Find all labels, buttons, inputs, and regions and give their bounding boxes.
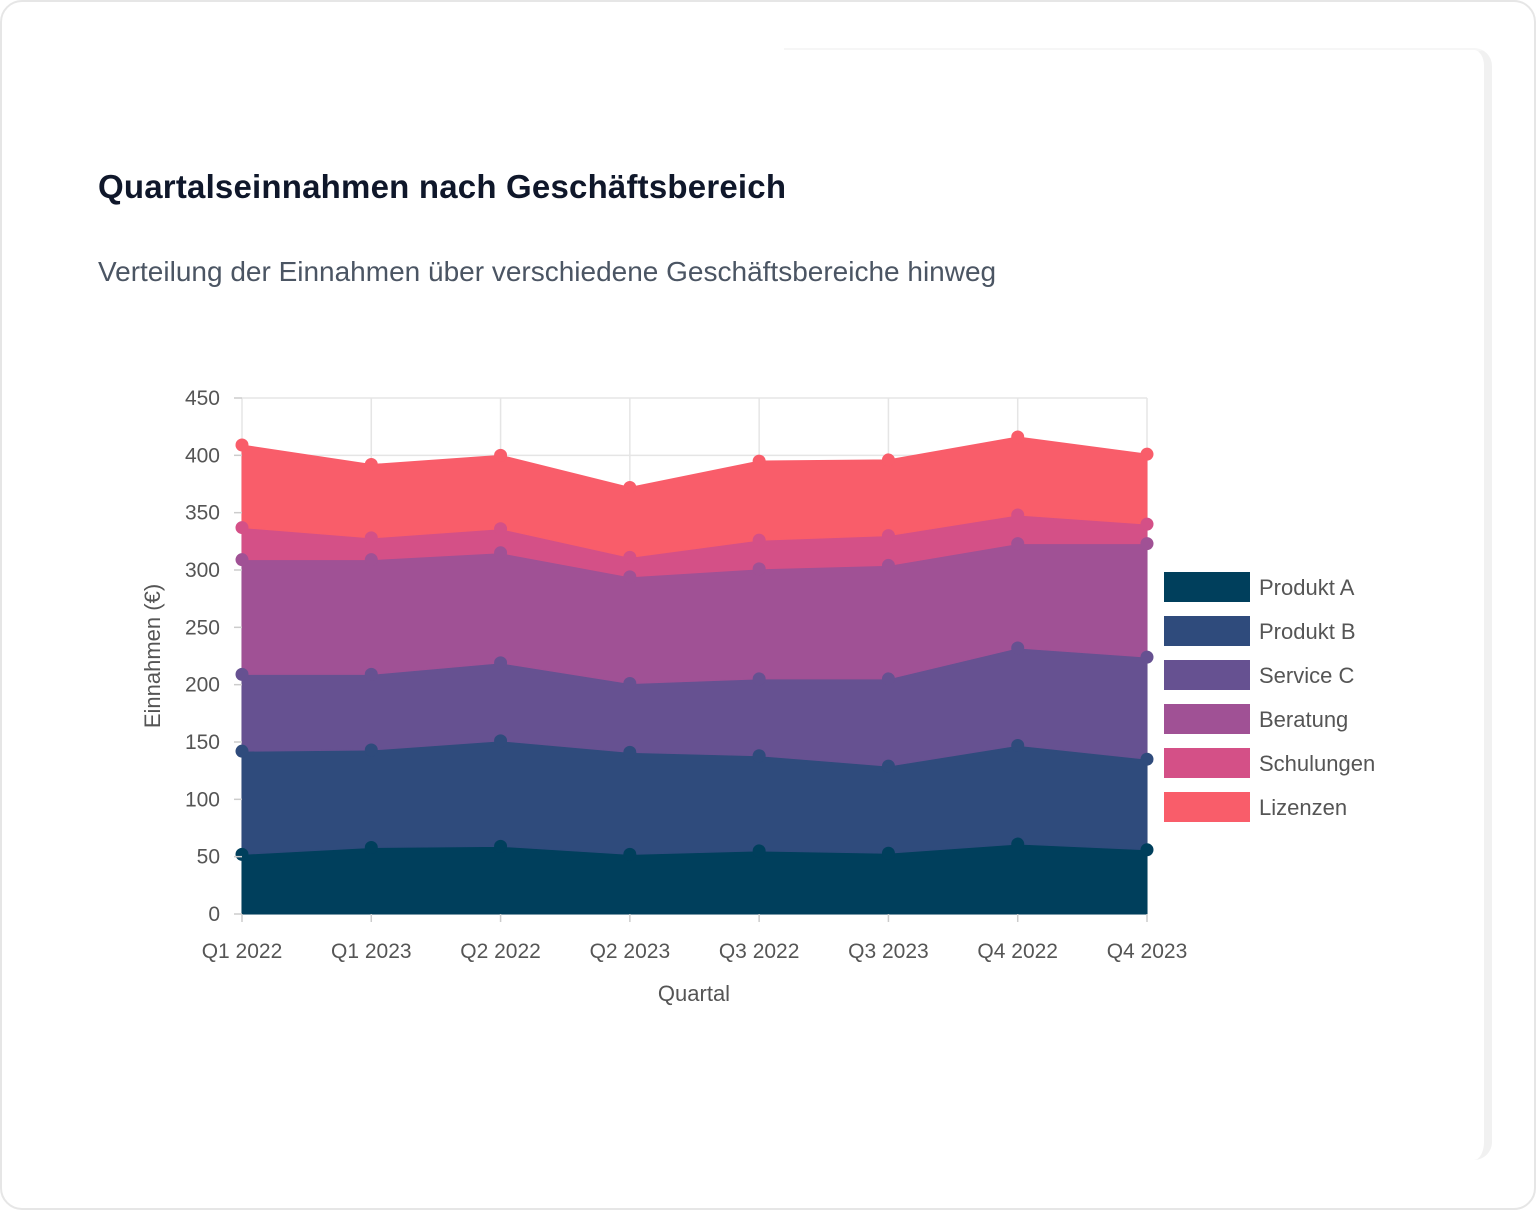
data-point[interactable]: [235, 667, 249, 681]
legend: Produkt A Produkt B Service C Beratung Schul…: [1164, 572, 1375, 822]
x-tick-label: Q3 2022: [719, 940, 800, 963]
legend-swatch: [1164, 704, 1250, 734]
data-point[interactable]: [494, 656, 508, 670]
legend-label[interactable]: Lizenzen: [1259, 795, 1347, 820]
data-point[interactable]: [752, 454, 766, 468]
data-point[interactable]: [494, 734, 508, 748]
y-tick-label: 50: [197, 846, 220, 869]
legend-swatch: [1164, 616, 1250, 646]
legend-swatch: [1164, 660, 1250, 690]
data-point[interactable]: [752, 533, 766, 547]
data-point[interactable]: [1140, 447, 1154, 461]
chart-title: Quartalseinnahmen nach Geschäftsbereich: [98, 168, 787, 205]
data-point[interactable]: [752, 562, 766, 576]
data-point[interactable]: [364, 458, 378, 472]
data-point[interactable]: [623, 745, 637, 759]
area-produkt-b: [241, 740, 1148, 855]
data-point[interactable]: [1140, 843, 1154, 857]
legend-swatch: [1164, 748, 1250, 778]
x-tick-label: Q3 2023: [848, 940, 929, 963]
x-tick-label: Q4 2023: [1107, 940, 1188, 963]
data-point[interactable]: [1011, 641, 1025, 655]
data-point[interactable]: [235, 521, 249, 535]
data-point[interactable]: [881, 529, 895, 543]
data-point[interactable]: [1140, 650, 1154, 664]
data-points: [235, 430, 1154, 861]
legend-swatch: [1164, 792, 1250, 822]
data-point[interactable]: [623, 480, 637, 494]
legend-label[interactable]: Beratung: [1259, 707, 1348, 732]
y-tick-label: 100: [185, 788, 220, 811]
data-point[interactable]: [1011, 430, 1025, 444]
data-point[interactable]: [1011, 837, 1025, 851]
data-point[interactable]: [235, 847, 249, 861]
data-point[interactable]: [364, 531, 378, 545]
data-point[interactable]: [494, 522, 508, 536]
data-point[interactable]: [1140, 537, 1154, 551]
x-axis-title: Quartal: [658, 981, 730, 1006]
y-tick-label: 450: [185, 387, 220, 410]
data-point[interactable]: [752, 844, 766, 858]
y-axis: 0 50 100 150 200 250 300 350 400 450: [185, 387, 242, 926]
area-series: [241, 436, 1148, 915]
legend-label[interactable]: Service C: [1259, 663, 1354, 688]
data-point[interactable]: [881, 759, 895, 773]
data-point[interactable]: [364, 840, 378, 854]
x-tick-label: Q2 2023: [590, 940, 671, 963]
data-point[interactable]: [494, 839, 508, 853]
data-point[interactable]: [364, 553, 378, 567]
area-produkt-a: [241, 843, 1148, 915]
data-point[interactable]: [1011, 738, 1025, 752]
card-edge: [784, 48, 1492, 1160]
x-tick-label: Q2 2022: [460, 940, 541, 963]
data-point[interactable]: [881, 453, 895, 467]
legend-swatch: [1164, 572, 1250, 602]
y-tick-label: 150: [185, 731, 220, 754]
data-point[interactable]: [623, 677, 637, 691]
data-point[interactable]: [1011, 508, 1025, 522]
data-point[interactable]: [235, 438, 249, 452]
data-point[interactable]: [1140, 517, 1154, 531]
x-tick-label: Q4 2022: [977, 940, 1058, 963]
data-point[interactable]: [623, 570, 637, 584]
x-tick-label: Q1 2023: [331, 940, 412, 963]
data-point[interactable]: [881, 558, 895, 572]
y-tick-label: 400: [185, 444, 220, 467]
legend-label[interactable]: Produkt A: [1259, 575, 1355, 600]
data-point[interactable]: [881, 846, 895, 860]
data-point[interactable]: [494, 448, 508, 462]
y-tick-label: 300: [185, 559, 220, 582]
legend-label[interactable]: Produkt B: [1259, 619, 1356, 644]
data-point[interactable]: [623, 550, 637, 564]
data-point[interactable]: [235, 553, 249, 567]
data-point[interactable]: [494, 546, 508, 560]
y-tick-label: 350: [185, 502, 220, 525]
x-axis: Q1 2022 Q1 2023 Q2 2022 Q2 2023 Q3 2022 Q3 20…: [202, 914, 1188, 963]
data-point[interactable]: [1140, 752, 1154, 766]
data-point[interactable]: [752, 672, 766, 686]
data-point[interactable]: [364, 667, 378, 681]
data-point[interactable]: [235, 744, 249, 758]
y-tick-label: 200: [185, 674, 220, 697]
y-axis-title: Einnahmen (€): [140, 584, 165, 728]
x-tick-label: Q1 2022: [202, 940, 283, 963]
data-point[interactable]: [881, 672, 895, 686]
y-tick-label: 0: [208, 903, 220, 926]
data-point[interactable]: [752, 749, 766, 763]
legend-label[interactable]: Schulungen: [1259, 751, 1375, 776]
chart-subtitle: Verteilung der Einnahmen über verschiede…: [98, 256, 997, 287]
y-tick-label: 250: [185, 616, 220, 639]
data-point[interactable]: [364, 743, 378, 757]
data-point[interactable]: [1011, 537, 1025, 551]
data-point[interactable]: [623, 847, 637, 861]
